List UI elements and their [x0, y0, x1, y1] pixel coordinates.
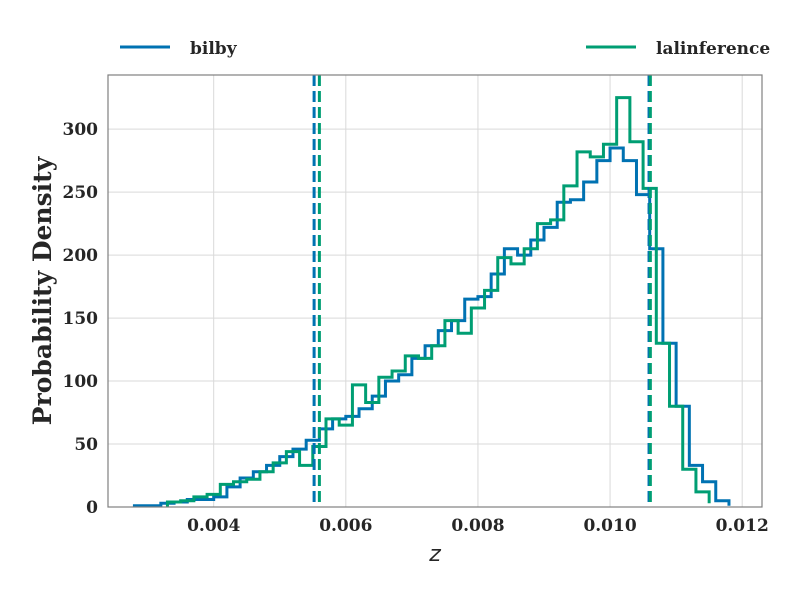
legend-label-bilby: bilby	[190, 39, 238, 59]
x-tick-labels: 0.004 0.006 0.008 0.010 0.012	[187, 516, 769, 536]
y-tick-label: 50	[74, 435, 98, 455]
y-tick-label: 200	[63, 246, 99, 266]
credible-interval-lines	[312, 75, 652, 507]
y-tick-label: 150	[63, 309, 99, 329]
y-tick-label: 250	[63, 183, 99, 203]
x-tick-label: 0.012	[716, 516, 769, 536]
x-tick-label: 0.008	[451, 516, 504, 536]
x-tick-label: 0.006	[319, 516, 372, 536]
plot-frame	[107, 74, 763, 508]
plot-area	[132, 96, 731, 508]
y-tick-label: 0	[86, 498, 98, 518]
y-tick-label: 300	[63, 120, 99, 140]
x-tick-label: 0.010	[583, 516, 636, 536]
legend-item-lalinference: lalinference	[586, 39, 770, 59]
histogram-step-bilby	[132, 146, 731, 508]
y-tick-label: 100	[63, 372, 99, 392]
legend: bilby lalinference	[120, 39, 770, 59]
histogram-step-lalinference	[165, 96, 711, 507]
y-tick-labels: 0 50 100 150 200 250 300	[63, 120, 99, 518]
y-axis-label: Probability Density	[28, 155, 57, 425]
legend-item-bilby: bilby	[120, 39, 238, 59]
legend-label-lalinference: lalinference	[656, 39, 770, 59]
x-tick-label: 0.004	[187, 516, 240, 536]
x-axis-label: z	[428, 542, 441, 567]
